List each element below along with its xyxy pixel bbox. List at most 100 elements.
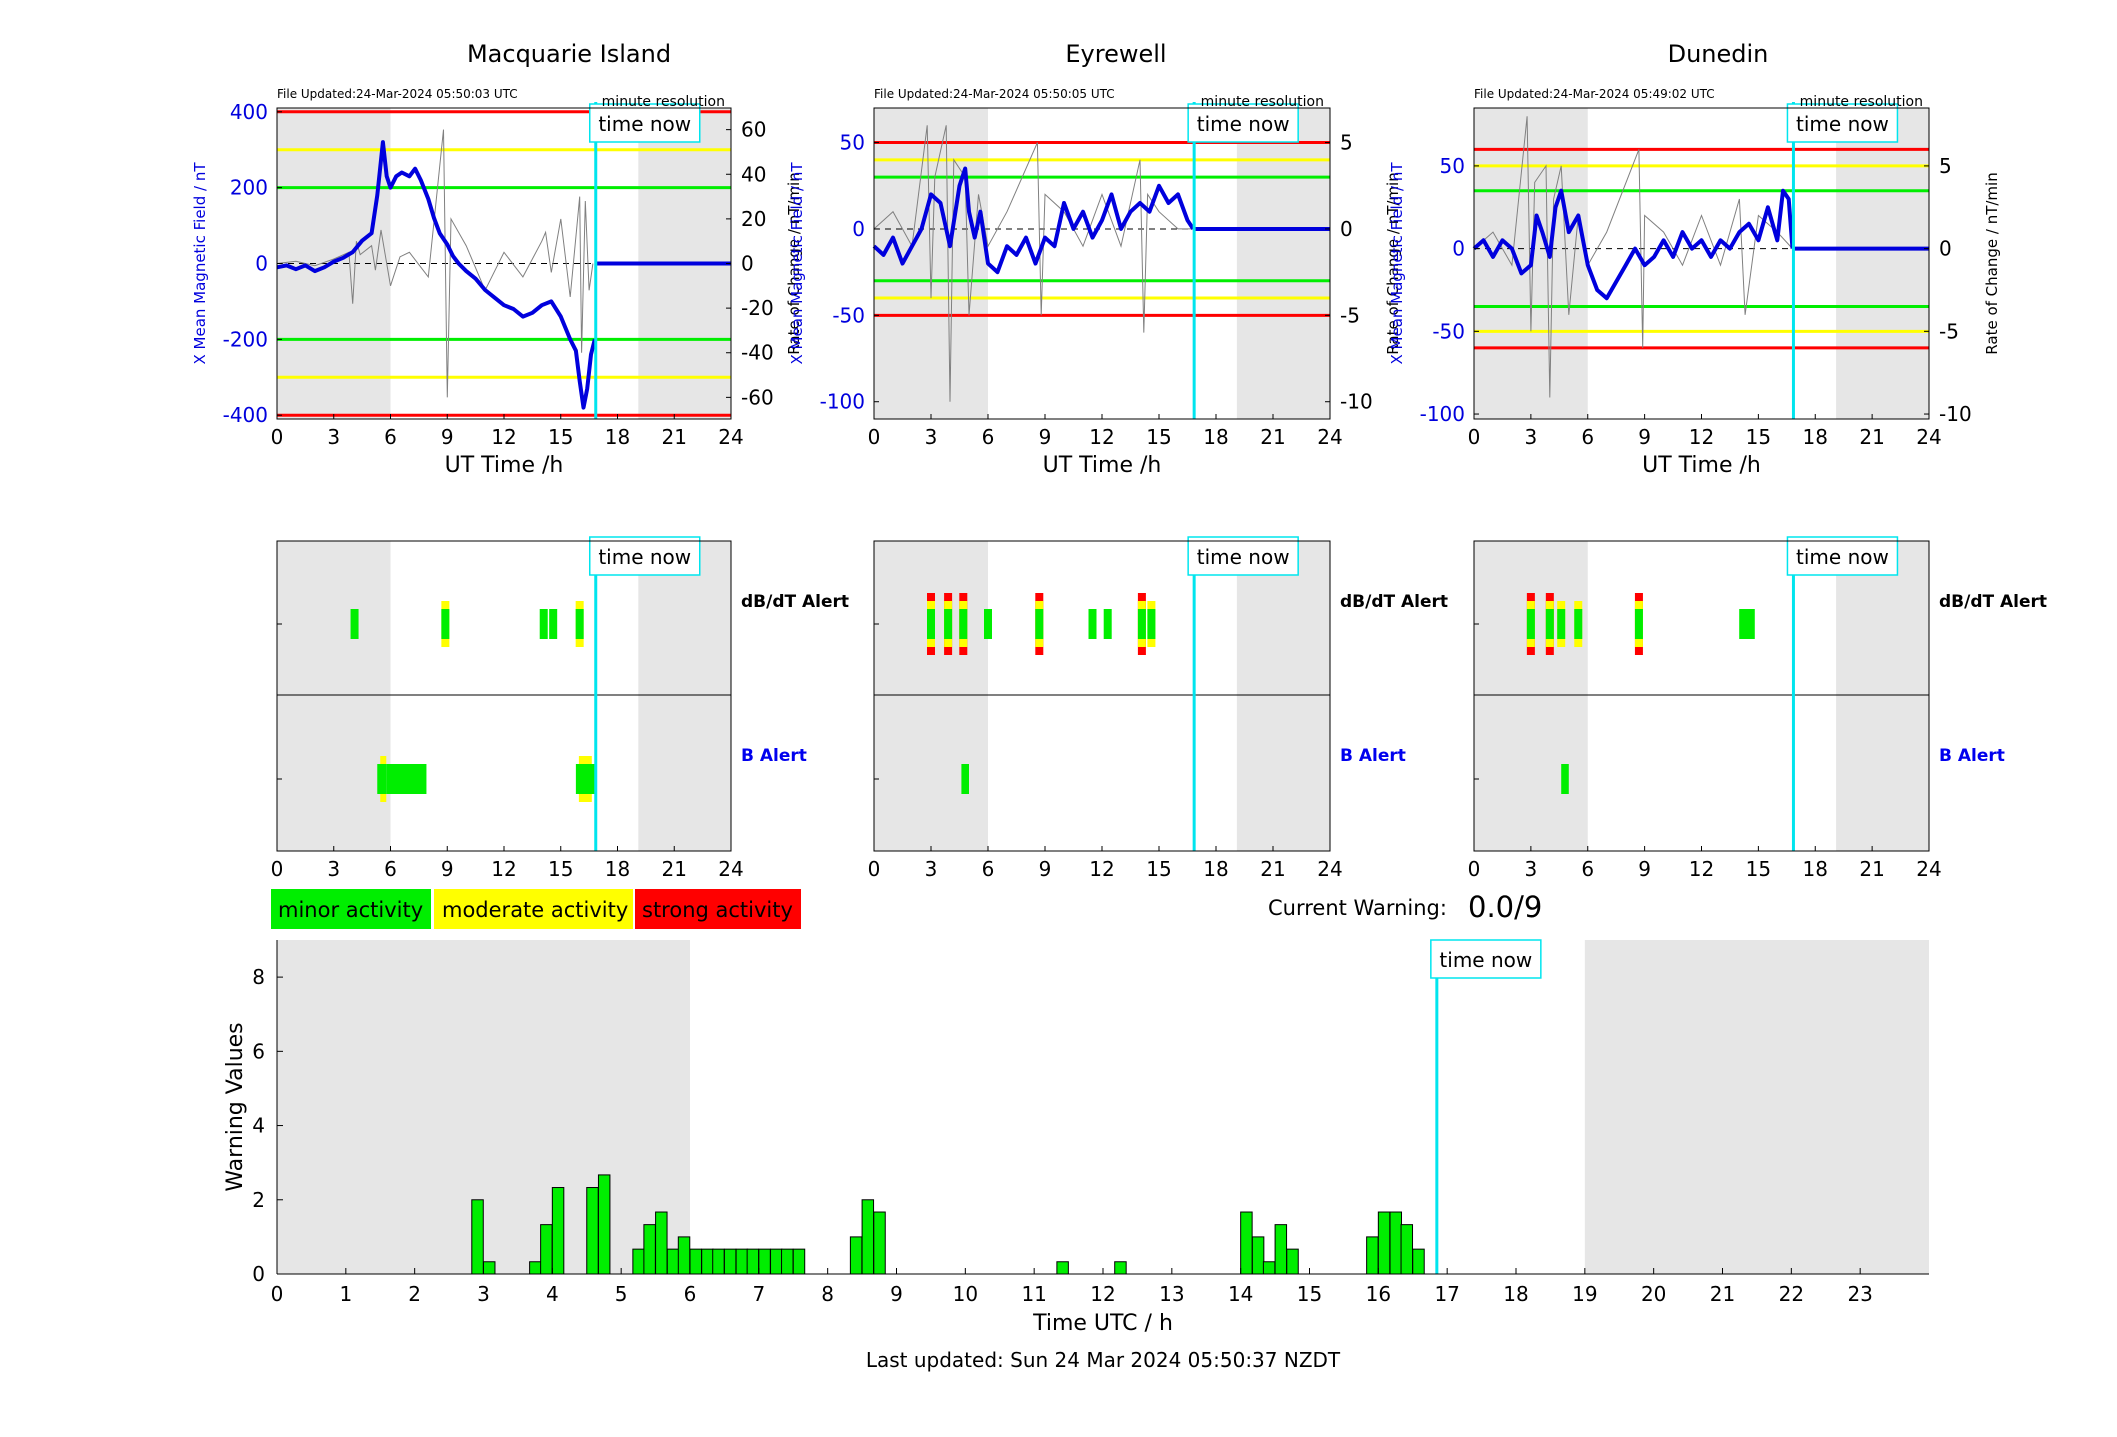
- x-tick-label: 3: [925, 857, 938, 881]
- x-tick-label: 6: [1581, 425, 1594, 449]
- time-now-box: [588, 536, 701, 576]
- x-axis-label: UT Time /h: [445, 453, 564, 478]
- x-tick-label: 6: [384, 857, 397, 881]
- db-dt-alert-minor: [539, 609, 548, 639]
- db-dt-alert-minor: [441, 609, 450, 639]
- warning-bar: [849, 1236, 863, 1275]
- y-left-tick-label: 50: [840, 131, 865, 155]
- legend-minor-swatch: [271, 889, 431, 929]
- x-tick-label: 18: [1803, 857, 1828, 881]
- night-shade: [874, 108, 988, 419]
- time-now-box: [1187, 103, 1299, 143]
- x-tick-label: 7: [752, 1282, 765, 1306]
- y-right-tick-label: 60: [741, 118, 766, 142]
- y-left-tick-label: 50: [1440, 154, 1465, 178]
- db-dt-alert-minor: [1035, 609, 1044, 639]
- y-left-tick-label: 200: [230, 176, 268, 200]
- x-tick-label: 18: [605, 857, 630, 881]
- legend-minor-label: minor activity: [278, 898, 423, 922]
- warning-bar: [1389, 1211, 1403, 1275]
- warning-bar: [1240, 1211, 1253, 1275]
- warning-bar: [861, 1199, 875, 1275]
- db-dt-alert-minor: [959, 609, 968, 639]
- x-tick-label: 21: [1260, 425, 1285, 449]
- minute-resolution-label: minute resolution: [1201, 94, 1324, 110]
- y-right-tick-label: -5: [1939, 319, 1959, 343]
- file-updated-label: File Updated:24-Mar-2024 05:49:02 UTC: [1474, 87, 1715, 101]
- mean-field-trace: [276, 140, 597, 410]
- night-shade: [1236, 108, 1330, 419]
- x-tick-label: 24: [1916, 425, 1941, 449]
- x-tick-label: 21: [1710, 1282, 1735, 1306]
- y-right-tick-label: -10: [1340, 390, 1373, 414]
- night-shade: [1584, 940, 1929, 1274]
- y-right-tick-label: 40: [741, 162, 766, 186]
- x-tick-label: 15: [1297, 1282, 1322, 1306]
- y-left-tick-label: -100: [820, 390, 865, 414]
- x-tick-label: 15: [1146, 425, 1171, 449]
- rate-of-change-trace: [1473, 116, 1793, 398]
- x-tick-label: 6: [684, 1282, 697, 1306]
- warning-bar: [1286, 1248, 1299, 1275]
- warning-bar: [632, 1248, 645, 1275]
- time-now-box: [588, 103, 701, 143]
- legend-moderate-label: moderate activity: [442, 898, 628, 922]
- x-tick-label: 21: [1859, 857, 1884, 881]
- y-right-tick-label: 0: [1340, 217, 1353, 241]
- y-right-tick-label: -10: [1939, 402, 1972, 426]
- db-dt-alert-minor: [927, 609, 935, 639]
- warning-bar: [712, 1248, 725, 1275]
- x-tick-label: 9: [1039, 857, 1052, 881]
- x-tick-label: 15: [548, 857, 573, 881]
- time-now-label: time now: [1197, 545, 1290, 569]
- warning-bar: [483, 1261, 496, 1275]
- y-left-tick-label: -50: [832, 303, 865, 327]
- warning-bar: [1274, 1224, 1288, 1275]
- x-tick-label: 3: [327, 425, 340, 449]
- x-tick-label: 6: [982, 425, 995, 449]
- y-left-tick-label: 400: [230, 100, 268, 124]
- db-dt-alert-minor: [1739, 609, 1748, 639]
- time-now-box: [1430, 939, 1542, 979]
- warning-bar: [689, 1248, 702, 1275]
- warning-bar: [677, 1236, 691, 1275]
- db-dt-alert-minor: [575, 609, 584, 639]
- db-dt-alert-minor: [549, 609, 558, 639]
- warning-bar: [1262, 1261, 1276, 1275]
- x-tick-label: 3: [327, 857, 340, 881]
- y-left-tick-label: 0: [255, 252, 268, 276]
- time-now-box: [1187, 536, 1299, 576]
- x-tick-label: 3: [1525, 425, 1538, 449]
- x-tick-label: 0: [1468, 857, 1481, 881]
- x-tick-label: 21: [1859, 425, 1884, 449]
- warning-bar: [770, 1248, 783, 1275]
- x-tick-label: 3: [477, 1282, 490, 1306]
- legend-strong-label: strong activity: [642, 898, 793, 922]
- y-right-axis-label: Rate of Change / nT/min: [785, 172, 803, 354]
- warning-bar: [746, 1248, 760, 1275]
- y-right-tick-label: -60: [741, 385, 774, 409]
- db-dt-alert-minor: [1103, 609, 1112, 639]
- b-alert-minor: [1561, 764, 1569, 794]
- x-tick-label: 12: [491, 857, 516, 881]
- db-dt-alert-minor: [1147, 609, 1156, 639]
- x-tick-label: 2: [408, 1282, 421, 1306]
- y-right-axis-label: Rate of Change / nT/min: [1384, 172, 1402, 354]
- x-tick-label: 1: [339, 1282, 352, 1306]
- x-tick-label: 18: [605, 425, 630, 449]
- warning-bar: [781, 1248, 794, 1275]
- x-tick-label: 18: [1203, 857, 1228, 881]
- warning-bar: [1366, 1236, 1379, 1275]
- y-right-tick-label: -5: [1340, 303, 1360, 327]
- db-dt-alert-minor: [1634, 609, 1643, 639]
- x-axis-label: Time UTC / h: [1032, 1311, 1173, 1336]
- night-shade: [1836, 541, 1929, 851]
- y-axis-label: Warning Values: [223, 1022, 248, 1191]
- db-dt-alert-label: dB/dT Alert: [1939, 592, 2047, 612]
- x-tick-label: 18: [1503, 1282, 1528, 1306]
- y-left-tick-label: -50: [1432, 319, 1465, 343]
- x-tick-label: 24: [718, 425, 743, 449]
- warning-bar: [471, 1199, 484, 1275]
